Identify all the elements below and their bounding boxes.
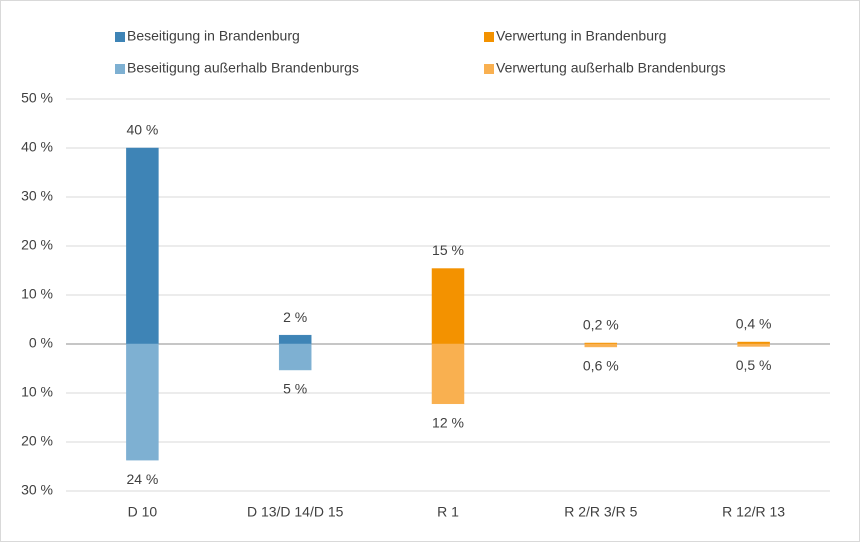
legend-swatch — [115, 64, 125, 74]
x-tick-label: D 10 — [128, 504, 158, 520]
bar — [584, 343, 618, 348]
legend-label: Beseitigung in Brandenburg — [127, 28, 300, 44]
y-tick-label: 30 % — [21, 188, 53, 204]
x-tick-label: R 12/R 13 — [722, 504, 785, 520]
legend-label: Beseitigung außerhalb Brandenburgs — [127, 60, 359, 76]
bar — [126, 343, 159, 461]
bar — [431, 343, 465, 405]
y-tick-label: 10 % — [21, 384, 53, 400]
x-tick-label: D 13/D 14/D 15 — [247, 504, 344, 520]
data-label: 5 % — [283, 381, 307, 397]
y-tick-label: 0 % — [29, 335, 53, 351]
y-tick-label: 20 % — [21, 237, 53, 253]
y-tick-label: 30 % — [21, 482, 53, 498]
legend-swatch — [115, 32, 125, 42]
y-tick-label: 20 % — [21, 433, 53, 449]
x-tick-label: R 2/R 3/R 5 — [564, 504, 637, 520]
bar — [126, 147, 159, 345]
legend-label: Verwertung außerhalb Brandenburgs — [496, 60, 726, 76]
data-label: 0,6 % — [583, 358, 619, 374]
data-label: 15 % — [432, 242, 464, 258]
bar — [278, 334, 312, 345]
y-tick-label: 50 % — [21, 90, 53, 106]
data-label: 2 % — [283, 309, 307, 325]
data-label: 12 % — [432, 414, 464, 430]
bar — [431, 268, 465, 345]
bar — [737, 343, 770, 347]
y-tick-label: 10 % — [21, 286, 53, 302]
data-label: 24 % — [126, 471, 158, 487]
data-label: 0,2 % — [583, 317, 619, 333]
data-label: 0,4 % — [736, 316, 772, 332]
data-label: 40 % — [126, 122, 158, 138]
bar — [737, 341, 770, 345]
legend-swatch — [484, 64, 494, 74]
x-tick-label: R 1 — [437, 504, 459, 520]
y-tick-label: 40 % — [21, 139, 53, 155]
legend-swatch — [484, 32, 494, 42]
bar — [278, 343, 312, 371]
data-label: 0,5 % — [736, 357, 772, 373]
legend-label: Verwertung in Brandenburg — [496, 28, 666, 44]
